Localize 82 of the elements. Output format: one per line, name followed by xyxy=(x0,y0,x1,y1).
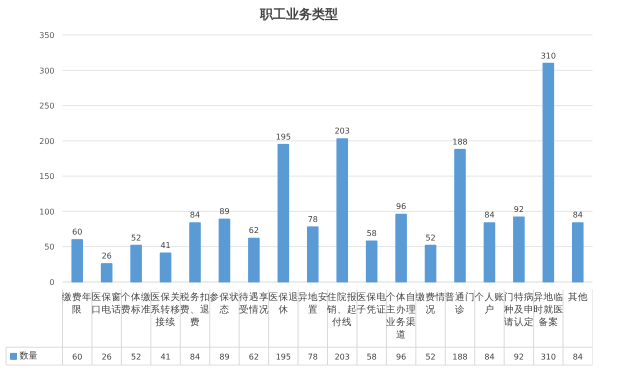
x-tick-label: 住院报销、起付线 xyxy=(326,290,358,328)
data-label: 41 xyxy=(160,352,171,362)
text: 89 xyxy=(219,207,230,216)
bar xyxy=(484,222,496,282)
bar xyxy=(336,138,348,282)
data-label: 58 xyxy=(366,352,377,362)
y-tick-label: 0 xyxy=(49,278,55,287)
bar xyxy=(454,148,466,282)
x-tick-label: 异地安置 xyxy=(298,290,328,316)
bar xyxy=(513,216,525,282)
text: 195 xyxy=(276,132,291,142)
x-tick-label: 个体自主办理业务渠道 xyxy=(386,290,416,341)
data-label: 62 xyxy=(248,352,259,362)
text: 26 xyxy=(102,252,112,261)
x-tick-label: 异地临时就医备案 xyxy=(533,290,564,328)
x-tick-label: 缴费年限 xyxy=(62,290,92,316)
bar xyxy=(572,222,584,282)
text: 203 xyxy=(334,126,350,136)
data-label: 96 xyxy=(396,352,406,362)
data-label: 310 xyxy=(540,352,556,362)
bar xyxy=(160,252,172,282)
x-tick-label: 税务扣费、退费 xyxy=(180,290,210,328)
text: 92 xyxy=(514,205,524,214)
y-tick-label: 300 xyxy=(39,66,55,76)
x-tick-label: 医保窗口电话 xyxy=(92,290,122,316)
legend-label: 数量 xyxy=(20,350,38,362)
data-label: 84 xyxy=(572,352,583,362)
bar xyxy=(542,62,554,282)
data-label: 52 xyxy=(131,352,142,362)
bar xyxy=(306,226,319,282)
x-tick-label: 缴费情况 xyxy=(416,290,446,316)
x-tick-label: 医保退休 xyxy=(268,290,298,316)
data-label: 52 xyxy=(425,352,436,362)
text: 188 xyxy=(452,137,468,146)
text: 52 xyxy=(425,233,436,242)
data-label: 92 xyxy=(514,352,524,362)
bar xyxy=(278,144,290,282)
text: 84 xyxy=(190,210,200,220)
bar xyxy=(189,222,201,282)
x-tick-label: 医保关系转移接续 xyxy=(150,290,181,328)
data-label: 78 xyxy=(308,352,318,362)
bar xyxy=(366,240,378,282)
text: 62 xyxy=(248,226,259,236)
data-label: 84 xyxy=(484,352,495,362)
x-tick-label: 个人账户 xyxy=(474,290,504,316)
data-label: 84 xyxy=(190,352,200,362)
bar xyxy=(248,238,260,282)
text: 58 xyxy=(366,229,377,238)
x-tick-label: 个体缴费标准 xyxy=(121,290,152,316)
data-label: 89 xyxy=(219,352,230,362)
bar xyxy=(424,244,436,282)
data-label: 188 xyxy=(452,352,468,362)
bar xyxy=(71,239,84,282)
chart-title: 职工业务类型 xyxy=(259,8,338,22)
x-tick-label: 待遇享受情况 xyxy=(238,290,269,316)
y-tick-label: 50 xyxy=(44,242,55,252)
bar xyxy=(218,218,230,282)
data-label: 195 xyxy=(276,352,291,362)
x-tick-label: 普通门诊 xyxy=(445,290,475,316)
bar xyxy=(395,214,407,282)
x-tick-label: 医保电子凭证 xyxy=(356,290,387,316)
y-tick-label: 100 xyxy=(39,207,55,216)
text: 41 xyxy=(160,241,171,250)
data-label: 203 xyxy=(334,352,350,362)
x-tick-label: 门特病种及申请认定 xyxy=(504,290,534,328)
text: 310 xyxy=(540,51,556,60)
y-tick-label: 200 xyxy=(39,136,55,146)
text: 52 xyxy=(131,233,142,242)
data-label: 26 xyxy=(102,352,112,362)
text: 84 xyxy=(484,210,495,220)
text: 78 xyxy=(308,214,318,224)
text: 60 xyxy=(72,228,82,237)
y-tick-label: 350 xyxy=(39,31,55,40)
bar xyxy=(130,244,142,282)
text: 96 xyxy=(396,202,406,212)
text: 84 xyxy=(572,210,583,220)
data-label: 60 xyxy=(72,352,82,362)
bar xyxy=(100,263,112,282)
x-tick-label: 参保状态 xyxy=(209,290,240,316)
y-tick-label: 150 xyxy=(39,172,55,182)
x-tick-label: 其他 xyxy=(568,290,588,303)
y-tick-label: 250 xyxy=(39,102,55,111)
